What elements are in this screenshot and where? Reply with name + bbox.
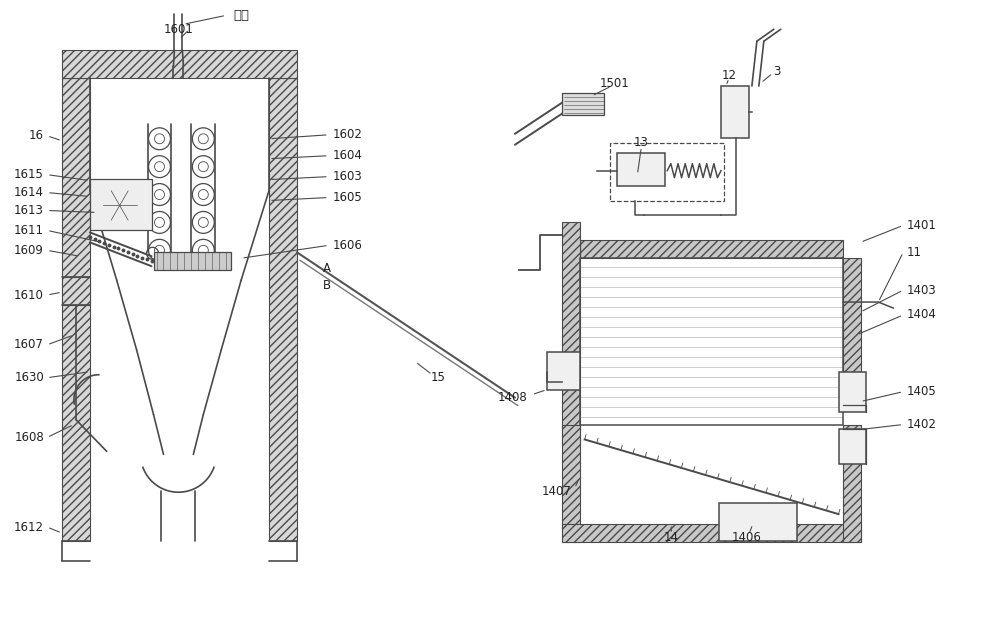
Text: 14: 14: [664, 530, 679, 544]
Bar: [62, 78, 90, 541]
Text: 1609: 1609: [14, 244, 44, 257]
Bar: [269, 78, 297, 541]
Text: 1614: 1614: [14, 186, 44, 199]
Text: 1604: 1604: [333, 149, 363, 162]
Bar: [719, 503, 797, 541]
Bar: [721, 86, 749, 138]
Text: 1605: 1605: [333, 191, 362, 204]
Text: 1405: 1405: [906, 385, 936, 398]
Text: 1403: 1403: [906, 284, 936, 297]
Text: 3: 3: [773, 65, 780, 77]
Bar: [580, 258, 843, 425]
Bar: [839, 430, 866, 464]
Text: 12: 12: [721, 69, 736, 81]
Text: 15: 15: [431, 371, 446, 384]
Text: 1601: 1601: [163, 23, 193, 36]
Text: 1603: 1603: [333, 170, 362, 183]
Text: 1612: 1612: [14, 520, 44, 534]
Text: 11: 11: [906, 246, 921, 259]
Bar: [154, 252, 231, 270]
Bar: [562, 524, 861, 542]
Bar: [843, 425, 861, 542]
Text: 1407: 1407: [542, 484, 572, 498]
Bar: [562, 93, 604, 115]
Text: 1406: 1406: [732, 530, 762, 544]
Text: 1610: 1610: [14, 289, 44, 302]
Text: 1602: 1602: [333, 129, 363, 141]
Bar: [843, 258, 861, 404]
Text: 1613: 1613: [14, 204, 44, 217]
Bar: [90, 178, 152, 231]
Bar: [62, 50, 297, 78]
Text: 1608: 1608: [14, 431, 44, 444]
Bar: [562, 222, 580, 444]
Text: 1630: 1630: [14, 371, 44, 384]
Bar: [562, 425, 580, 542]
Text: 1408: 1408: [498, 391, 528, 404]
Bar: [839, 372, 866, 411]
Bar: [617, 152, 665, 186]
Text: 1402: 1402: [906, 418, 936, 431]
Text: 木棒: 木棒: [233, 9, 249, 22]
Text: 1404: 1404: [906, 309, 936, 321]
Text: 1607: 1607: [14, 338, 44, 352]
Bar: [547, 352, 580, 390]
Text: A: A: [323, 261, 331, 275]
Text: 13: 13: [634, 136, 649, 149]
Bar: [610, 143, 724, 200]
Bar: [62, 277, 90, 305]
Text: 1615: 1615: [14, 168, 44, 181]
Text: 1606: 1606: [333, 239, 363, 252]
Text: B: B: [323, 278, 331, 292]
Text: 1401: 1401: [906, 219, 936, 232]
Bar: [580, 240, 843, 258]
Text: 16: 16: [29, 129, 44, 142]
Text: 1611: 1611: [14, 224, 44, 237]
Text: 1501: 1501: [600, 76, 629, 89]
